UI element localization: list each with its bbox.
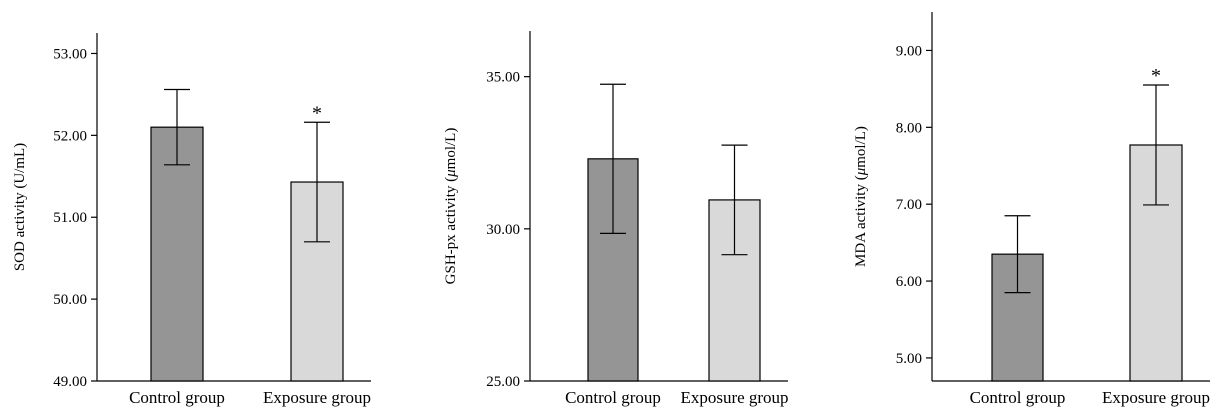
y-tick-label: 52.00 bbox=[53, 128, 87, 144]
y-tick-label: 7.00 bbox=[896, 197, 922, 213]
y-tick-label: 30.00 bbox=[486, 222, 520, 238]
y-axis-title-mu: μ bbox=[443, 169, 459, 178]
error-bar bbox=[164, 88, 190, 166]
chart-panel-2: 25.00 30.00 35.00 Control group Exposure gro… bbox=[443, 31, 789, 407]
y-tick-label: 51.00 bbox=[53, 210, 87, 226]
error-bar bbox=[304, 121, 330, 243]
y-axis-title-mu: μ bbox=[853, 167, 869, 176]
y-tick-label: 25.00 bbox=[486, 374, 520, 390]
y-tick-label: 6.00 bbox=[896, 274, 922, 290]
y-tick-label: 53.00 bbox=[53, 46, 87, 62]
category-label: Exposure group bbox=[1102, 388, 1210, 407]
error-bar bbox=[1143, 84, 1169, 206]
category-label: Exposure group bbox=[680, 388, 788, 407]
error-bar bbox=[1004, 215, 1031, 294]
y-tick-label: 5.00 bbox=[896, 351, 922, 367]
category-label: Exposure group bbox=[263, 388, 371, 407]
category-label: Control group bbox=[565, 388, 661, 407]
category-label: Control group bbox=[129, 388, 225, 407]
error-bar bbox=[721, 144, 748, 256]
y-axis-title-prefix: MDA activity ( bbox=[853, 175, 869, 267]
error-bar bbox=[600, 83, 626, 234]
y-tick-label: 8.00 bbox=[896, 120, 922, 136]
chart-panel-3: 5.00 6.00 7.00 8.00 9.00 Control group * Exposu… bbox=[853, 12, 1210, 407]
y-tick-label: 50.00 bbox=[53, 292, 87, 308]
bar-control-group bbox=[150, 126, 204, 382]
category-label: Control group bbox=[970, 388, 1066, 407]
y-tick-label: 49.00 bbox=[53, 374, 87, 390]
y-axis-title: GSH-px activity (μmol/L) bbox=[443, 128, 459, 285]
y-tick-label: 9.00 bbox=[896, 43, 922, 59]
y-axis-title-suffix: mol/L) bbox=[853, 126, 869, 168]
chart-panel-1: 49.00 50.00 51.00 52.00 53.00 Control group * E… bbox=[12, 33, 371, 407]
significance-marker: * bbox=[312, 102, 322, 124]
significance-marker: * bbox=[1151, 65, 1161, 87]
y-axis-title: SOD activity (U/mL) bbox=[12, 143, 28, 271]
y-axis-title-suffix: mol/L) bbox=[443, 128, 459, 170]
y-tick-label: 35.00 bbox=[486, 70, 520, 86]
y-axis-title-prefix: GSH-px activity ( bbox=[443, 177, 459, 284]
y-axis-title: MDA activity (μmol/L) bbox=[853, 126, 869, 267]
